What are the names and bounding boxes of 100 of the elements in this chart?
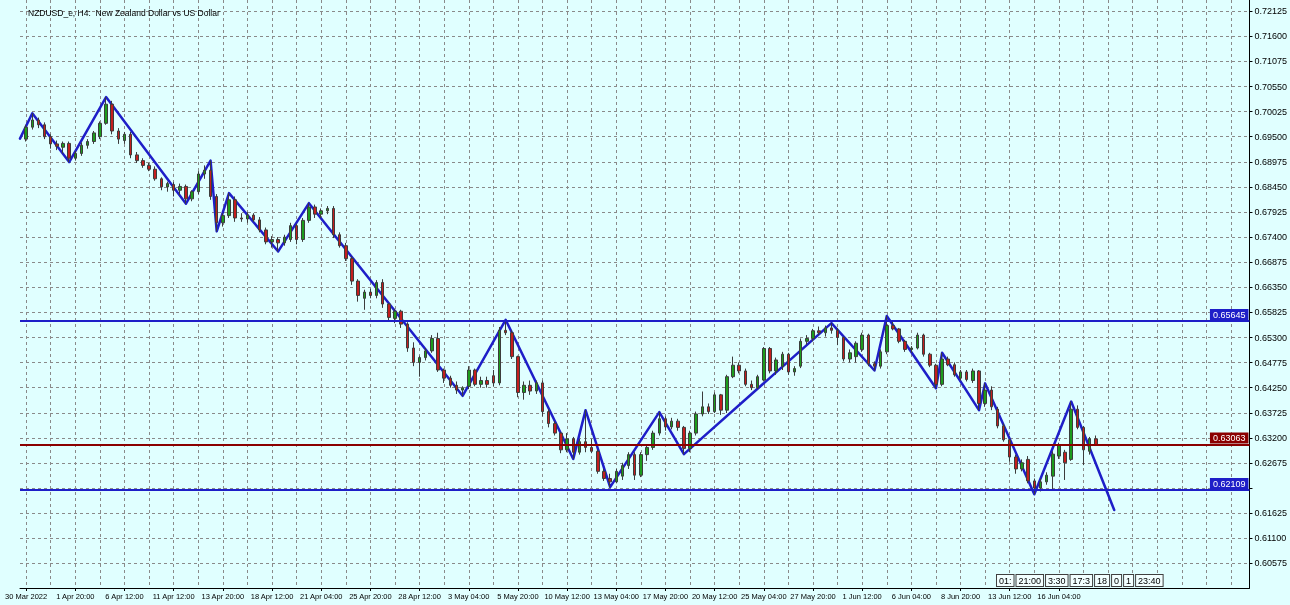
candlestick	[756, 374, 759, 390]
candlestick	[153, 165, 157, 182]
y-tick-label: 0.71600	[1254, 31, 1288, 42]
candlestick	[307, 202, 311, 224]
ref-line-label: 0.65645	[1212, 309, 1246, 320]
candlestick	[928, 352, 932, 368]
candlestick	[867, 333, 870, 367]
candlestick	[725, 374, 729, 414]
candlestick	[141, 157, 145, 169]
candlestick	[817, 326, 821, 336]
candlestick	[602, 468, 606, 482]
candlestick	[805, 334, 809, 346]
y-tick-label: 0.68450	[1254, 181, 1288, 192]
candlestick	[897, 327, 901, 344]
candlestick	[983, 382, 987, 408]
candlestick	[442, 368, 446, 384]
candlestick	[319, 207, 323, 219]
candlestick	[737, 361, 741, 374]
candlestick	[190, 189, 194, 202]
candlestick	[74, 150, 77, 162]
candlestick	[147, 162, 151, 172]
candlestick	[971, 368, 975, 384]
candlestick	[203, 164, 206, 180]
candlestick	[387, 302, 391, 322]
y-tick-label: 0.68975	[1254, 156, 1288, 167]
candlestick	[375, 279, 378, 299]
candlestick	[276, 236, 280, 252]
candlestick	[916, 332, 919, 350]
annotation: 01:	[999, 575, 1012, 586]
candlestick	[449, 375, 452, 389]
candlestick	[516, 355, 520, 398]
candlestick	[356, 278, 360, 303]
candlestick	[694, 411, 698, 436]
candlestick	[891, 320, 895, 331]
candlestick	[787, 352, 790, 376]
candlestick	[934, 363, 938, 389]
candlestick	[326, 205, 329, 215]
candlestick	[940, 352, 944, 387]
candlestick	[707, 402, 710, 415]
candlestick	[123, 131, 126, 145]
candlestick	[49, 133, 52, 150]
candlestick	[197, 170, 200, 195]
candlestick	[879, 348, 882, 370]
candlestick	[922, 333, 925, 358]
candlestick	[492, 369, 495, 387]
candlestick	[209, 160, 212, 201]
candlestick	[590, 438, 593, 454]
candlestick	[873, 360, 876, 371]
annotation: 23:40	[1138, 575, 1161, 586]
y-tick-label: 0.63200	[1254, 432, 1288, 443]
candlestick	[67, 141, 71, 163]
candlestick	[1020, 458, 1024, 472]
candlestick	[903, 339, 907, 353]
candlestick	[37, 117, 40, 129]
annotation: 1	[1126, 575, 1132, 586]
candlestick	[670, 417, 673, 430]
candlestick	[172, 181, 175, 197]
candlestick	[246, 211, 249, 224]
candlestick	[639, 451, 643, 478]
candlestick	[965, 369, 968, 382]
candlestick	[701, 391, 704, 417]
candlestick	[842, 336, 845, 362]
candlestick	[135, 151, 139, 164]
candlestick	[160, 176, 163, 191]
candlestick	[479, 376, 483, 389]
candlestick	[946, 356, 950, 367]
candlestick	[996, 406, 999, 429]
candlestick	[528, 380, 532, 396]
candlestick	[313, 204, 317, 219]
y-tick-label: 0.71075	[1254, 56, 1288, 67]
candlestick	[31, 112, 34, 131]
candlestick	[719, 393, 723, 416]
candlestick	[270, 235, 274, 249]
y-tick-label: 0.70550	[1254, 81, 1288, 92]
candlestick	[485, 376, 489, 389]
candlestick	[1076, 404, 1079, 430]
annotation: 17:3	[1072, 575, 1091, 586]
candlestick	[473, 368, 477, 387]
candlestick	[541, 380, 544, 417]
y-tick-label: 0.65300	[1254, 332, 1288, 343]
candlestick	[92, 130, 96, 145]
candlestick	[768, 346, 772, 374]
candlestick	[98, 120, 102, 140]
candlestick	[1014, 454, 1018, 475]
y-tick-label: 0.67400	[1254, 232, 1288, 243]
candlestick	[682, 425, 686, 455]
candlestick	[793, 365, 796, 377]
candlestick	[811, 328, 815, 342]
candlestick	[104, 96, 108, 126]
candlestick	[885, 315, 889, 355]
candlestick	[110, 100, 114, 135]
y-tick-label: 0.67925	[1254, 207, 1288, 218]
y-tick-label: 0.65825	[1254, 307, 1288, 318]
candlestick	[664, 415, 667, 432]
candlestick	[264, 227, 268, 245]
y-tick-label: 0.63725	[1254, 407, 1288, 418]
candlestick	[166, 181, 169, 193]
candlestick	[289, 222, 292, 243]
annotation: 0	[1114, 575, 1120, 586]
candlestick	[535, 380, 538, 395]
